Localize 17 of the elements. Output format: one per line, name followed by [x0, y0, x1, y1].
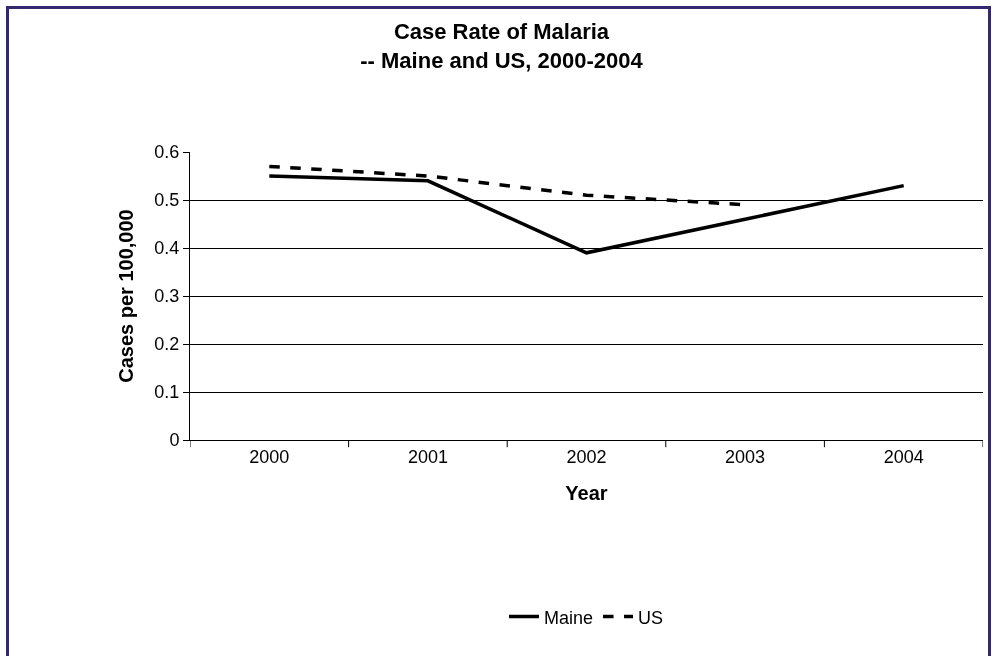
x-tick-label: 2000 — [249, 446, 290, 467]
x-tick-label: 2001 — [407, 446, 448, 467]
y-tick-label: 0.4 — [154, 238, 180, 259]
legend-label: US — [638, 607, 664, 628]
x-tick-label: 2002 — [566, 446, 607, 467]
y-tick-label: 0.5 — [154, 190, 180, 211]
y-tick-label: 0.6 — [154, 142, 180, 163]
y-axis-title: Cases per 100,000 — [114, 209, 137, 383]
x-tick-label: 2004 — [883, 446, 924, 467]
x-tick-label: 2003 — [725, 446, 766, 467]
y-tick-label: 0.1 — [154, 382, 180, 403]
y-tick-label: 0 — [169, 430, 180, 451]
y-tick-label: 0.2 — [154, 334, 180, 355]
chart-title: Case Rate of Malaria -- Maine and US, 2000-2004 — [360, 19, 644, 73]
x-axis-title: Year — [565, 482, 608, 505]
legend-label: Maine — [544, 607, 594, 628]
y-tick-label: 0.3 — [154, 286, 180, 307]
